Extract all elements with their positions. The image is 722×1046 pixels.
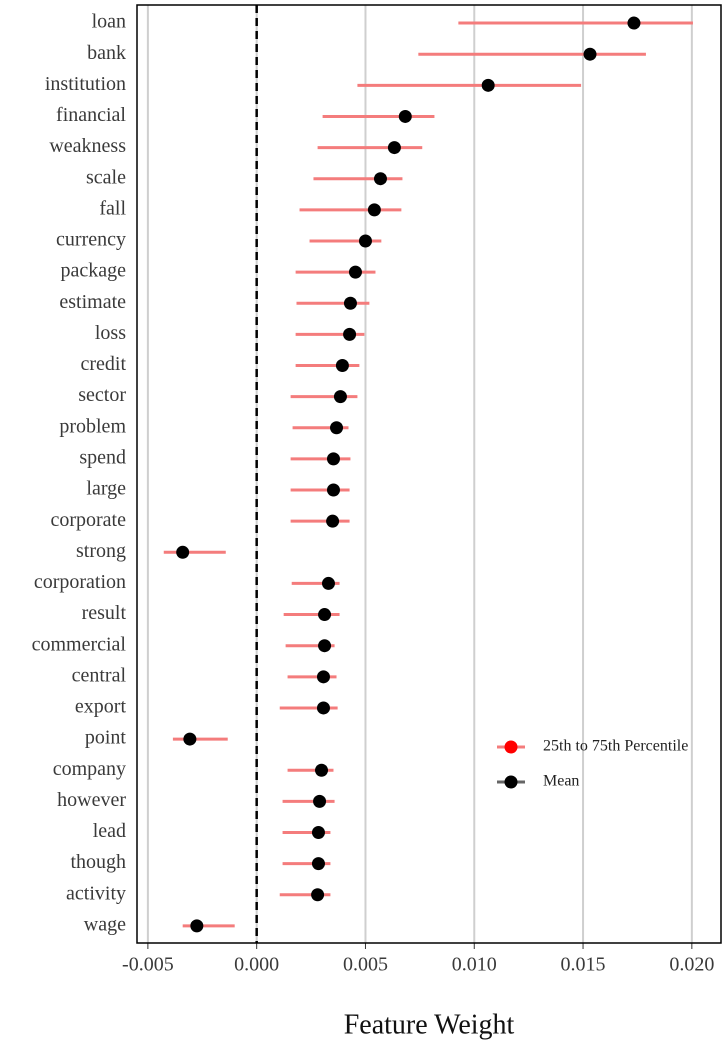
y-tick-label: corporation — [34, 571, 126, 593]
mean-dot — [316, 701, 330, 715]
y-tick-label: loss — [95, 322, 126, 344]
legend-key-dot — [504, 775, 518, 789]
mean-dot — [326, 514, 340, 528]
mean-dot — [398, 109, 412, 123]
y-tick-label: financial — [56, 104, 126, 126]
mean-dot — [316, 670, 330, 684]
mean-dot — [326, 483, 340, 497]
y-tick-label: bank — [87, 42, 126, 64]
mean-dot — [321, 576, 335, 590]
y-tick-label: however — [57, 789, 126, 811]
mean-dot — [311, 825, 325, 839]
y-tick-label: activity — [66, 882, 126, 904]
mean-dot — [373, 172, 387, 186]
y-tick-label: company — [53, 758, 126, 780]
y-tick-label: weakness — [49, 135, 126, 157]
y-tick-label: credit — [80, 353, 126, 375]
y-tick-label: currency — [56, 229, 126, 251]
y-tick-label: central — [72, 664, 127, 686]
y-tick-label: spend — [79, 446, 126, 468]
x-tick-label: 0.005 — [343, 954, 388, 976]
y-tick-label: estimate — [59, 291, 126, 313]
y-tick-label: though — [70, 851, 126, 873]
y-tick-label: large — [86, 478, 126, 500]
y-tick-label: corporate — [50, 509, 126, 531]
mean-dot — [318, 608, 332, 622]
y-tick-label: scale — [86, 166, 126, 188]
y-tick-label: institution — [45, 73, 126, 95]
mean-dot — [326, 452, 340, 466]
mean-dot — [190, 919, 204, 933]
mean-dot — [348, 265, 362, 279]
y-tick-label: loan — [92, 11, 126, 33]
y-tick-label: commercial — [32, 633, 127, 655]
legend-key-dot — [504, 740, 518, 754]
x-tick-label: 0.020 — [669, 954, 714, 976]
legend-label: 25th to 75th Percentile — [543, 738, 688, 755]
y-tick-label: package — [60, 260, 126, 282]
mean-dot — [481, 78, 495, 92]
y-tick-label: export — [75, 696, 127, 718]
mean-dot — [343, 327, 357, 341]
mean-dot — [311, 888, 325, 902]
x-tick-label: 0.000 — [234, 954, 279, 976]
x-tick-label: 0.010 — [452, 954, 497, 976]
y-tick-label: fall — [99, 197, 126, 219]
mean-dot — [627, 16, 641, 30]
y-tick-label: problem — [59, 415, 126, 437]
mean-dot — [183, 732, 197, 746]
y-tick-label: sector — [78, 384, 126, 406]
mean-dot — [311, 857, 325, 871]
mean-dot — [335, 359, 349, 373]
mean-dot — [313, 794, 327, 808]
y-tick-label: point — [85, 727, 127, 749]
y-tick-label: strong — [76, 540, 126, 562]
x-axis-title: Feature Weight — [344, 1009, 515, 1040]
mean-dot — [176, 545, 190, 559]
mean-dot — [315, 763, 329, 777]
y-tick-label: result — [82, 602, 127, 624]
x-tick-label: -0.005 — [122, 954, 174, 976]
y-tick-label: lead — [93, 820, 126, 842]
legend-label: Mean — [543, 773, 579, 790]
mean-dot — [583, 47, 597, 61]
mean-dot — [318, 639, 332, 653]
mean-dot — [387, 141, 401, 155]
mean-dot — [343, 296, 357, 310]
mean-dot — [333, 390, 347, 404]
y-tick-label: wage — [84, 913, 126, 935]
plot-border — [136, 4, 722, 944]
mean-dot — [330, 421, 344, 435]
mean-dot — [367, 203, 381, 217]
x-tick-label: 0.015 — [561, 954, 606, 976]
mean-dot — [358, 234, 372, 248]
